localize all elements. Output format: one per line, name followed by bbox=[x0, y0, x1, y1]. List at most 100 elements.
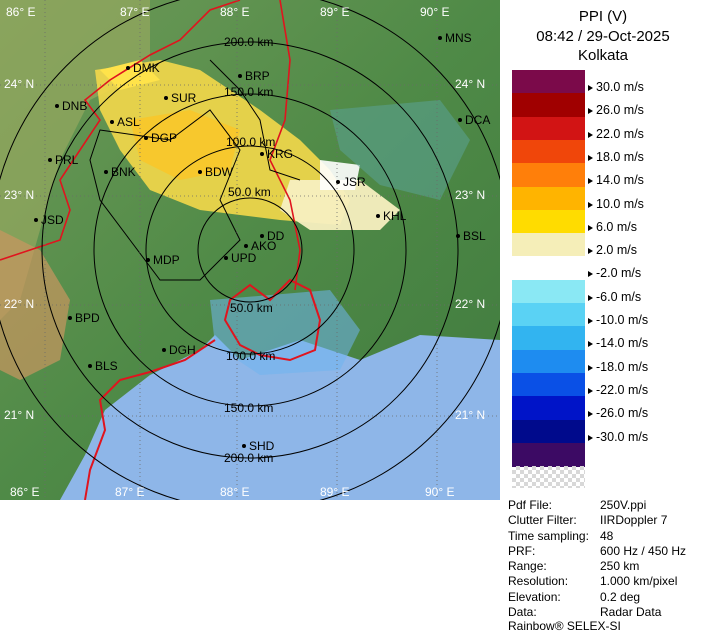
station-label: UPD bbox=[231, 251, 257, 265]
legend-label: 2.0 m/s bbox=[596, 243, 637, 258]
lat-label-21: 21° N bbox=[4, 408, 34, 422]
legend-label: 30.0 m/s bbox=[596, 80, 644, 94]
echo-yellow-orange bbox=[130, 110, 240, 180]
legend-tick bbox=[588, 248, 593, 255]
station-dot bbox=[68, 316, 72, 320]
metadata-key: Resolution: bbox=[508, 574, 569, 589]
lon-label-88-bottom: 88° E bbox=[220, 485, 249, 499]
lon-label-88: 88° E bbox=[220, 5, 249, 19]
range-label-100-south: 100.0 km bbox=[226, 349, 275, 363]
metadata-key: Range: bbox=[508, 559, 547, 574]
station-dot bbox=[336, 180, 340, 184]
station-dot bbox=[224, 256, 228, 260]
metadata-row: Elevation: 0.2 deg bbox=[508, 590, 706, 605]
station-label: JSR bbox=[343, 175, 366, 189]
station-dot bbox=[376, 214, 380, 218]
radar-map: 86° E 87° E 88° E 89° E 90° E 86° E 87° … bbox=[0, 0, 500, 500]
datetime-title: 08:42 / 29-Oct-2025 bbox=[536, 28, 670, 45]
station-dot bbox=[110, 120, 114, 124]
lon-label-87: 87° E bbox=[120, 5, 149, 19]
metadata-key: Data: bbox=[508, 605, 537, 620]
range-label-150: 150.0 km bbox=[224, 85, 273, 99]
station-label: PRL bbox=[55, 153, 79, 167]
lon-label-90: 90° E bbox=[420, 5, 449, 19]
legend-tick bbox=[588, 318, 593, 324]
echo-white bbox=[320, 160, 360, 190]
station-dot bbox=[104, 170, 108, 174]
sundarbans-channels bbox=[223, 278, 322, 362]
metadata-row: PRF: 600 Hz / 450 Hz bbox=[508, 544, 706, 559]
lat-label-24: 24° N bbox=[4, 77, 34, 91]
no-data-swatch bbox=[512, 466, 585, 488]
legend-swatch bbox=[512, 349, 585, 374]
lat-label-23-right: 23° N bbox=[455, 188, 485, 202]
station-dot bbox=[48, 158, 52, 162]
velocity-legend bbox=[512, 70, 585, 467]
station-label: JSD bbox=[41, 213, 64, 227]
legend-label: -30.0 m/s bbox=[596, 429, 649, 444]
station-label: AKO bbox=[251, 239, 276, 253]
legend-swatch bbox=[512, 303, 585, 327]
legend-label: -10.0 m/s bbox=[596, 313, 649, 327]
legend-tick bbox=[588, 178, 593, 185]
station-dot bbox=[458, 118, 462, 122]
lat-label-24-right: 24° N bbox=[455, 77, 485, 91]
range-label-150-south: 150.0 km bbox=[224, 401, 273, 415]
legend-label: -18.0 m/s bbox=[596, 359, 649, 374]
district-border-2 bbox=[209, 59, 301, 181]
station-dot bbox=[126, 66, 130, 70]
legend-label: 6.0 m/s bbox=[596, 219, 637, 234]
legend-tick bbox=[588, 85, 593, 91]
legend-tick bbox=[588, 387, 593, 394]
station-dot bbox=[456, 234, 460, 238]
station-dot bbox=[144, 136, 148, 140]
station-dot bbox=[260, 152, 264, 156]
station-dot bbox=[244, 244, 248, 248]
lon-label-87-bottom: 87° E bbox=[115, 485, 144, 499]
legend-label: 26.0 m/s bbox=[596, 103, 644, 118]
legend-tick bbox=[588, 434, 593, 441]
metadata-key: Time sampling: bbox=[508, 528, 589, 543]
station-dot bbox=[260, 234, 264, 238]
station-label: MDP bbox=[153, 253, 180, 267]
legend-label: 14.0 m/s bbox=[596, 173, 644, 188]
range-label-50-south: 50.0 km bbox=[230, 301, 273, 315]
station-label: DNB bbox=[62, 99, 87, 113]
lon-label-89-bottom: 89° E bbox=[320, 485, 349, 499]
legend-tick bbox=[588, 271, 593, 278]
legend-swatch bbox=[512, 326, 585, 351]
station-dot bbox=[34, 218, 38, 222]
metadata-row: Pdf File: 250V.ppi bbox=[508, 498, 706, 513]
metadata-row: Clutter Filter: IIRDoppler 7 bbox=[508, 513, 706, 528]
legend-swatch bbox=[512, 442, 585, 467]
station-dot bbox=[164, 96, 168, 100]
legend-tick bbox=[588, 341, 593, 348]
sea-area bbox=[0, 335, 500, 500]
station-dot bbox=[88, 364, 92, 368]
range-rings bbox=[0, 0, 500, 500]
lat-label-22: 22° N bbox=[4, 297, 34, 311]
station-label: SUR bbox=[171, 91, 197, 105]
station-label: BPD bbox=[75, 311, 100, 325]
station-label: ASL bbox=[117, 115, 140, 129]
station-dot bbox=[55, 104, 59, 108]
echo-cream bbox=[280, 180, 400, 230]
metadata-value: 48 bbox=[600, 528, 614, 543]
metadata-row: Time sampling: 48 bbox=[508, 529, 706, 544]
legend-swatch bbox=[512, 186, 585, 211]
legend-swatch bbox=[512, 233, 585, 257]
metadata-row: Resolution: 1.000 km/pixel bbox=[508, 574, 706, 589]
station-label: SHD bbox=[249, 439, 275, 453]
lat-label-22-right: 22° N bbox=[455, 297, 485, 311]
range-label-50: 50.0 km bbox=[228, 185, 271, 199]
range-label-100: 100.0 km bbox=[226, 135, 275, 149]
legend-tick bbox=[588, 294, 593, 301]
metadata-value: Radar Data bbox=[600, 605, 662, 620]
legend-swatch bbox=[512, 372, 585, 397]
lon-label-86-bottom: 86° E bbox=[10, 485, 39, 499]
legend-tick bbox=[588, 131, 593, 138]
legend-label: -14.0 m/s bbox=[596, 336, 649, 351]
metadata-key: PRF: bbox=[508, 543, 536, 558]
metadata: Pdf File: 250V.ppi Clutter Filter: IIRDoppl… bbox=[508, 498, 706, 620]
station-dot bbox=[242, 444, 246, 448]
